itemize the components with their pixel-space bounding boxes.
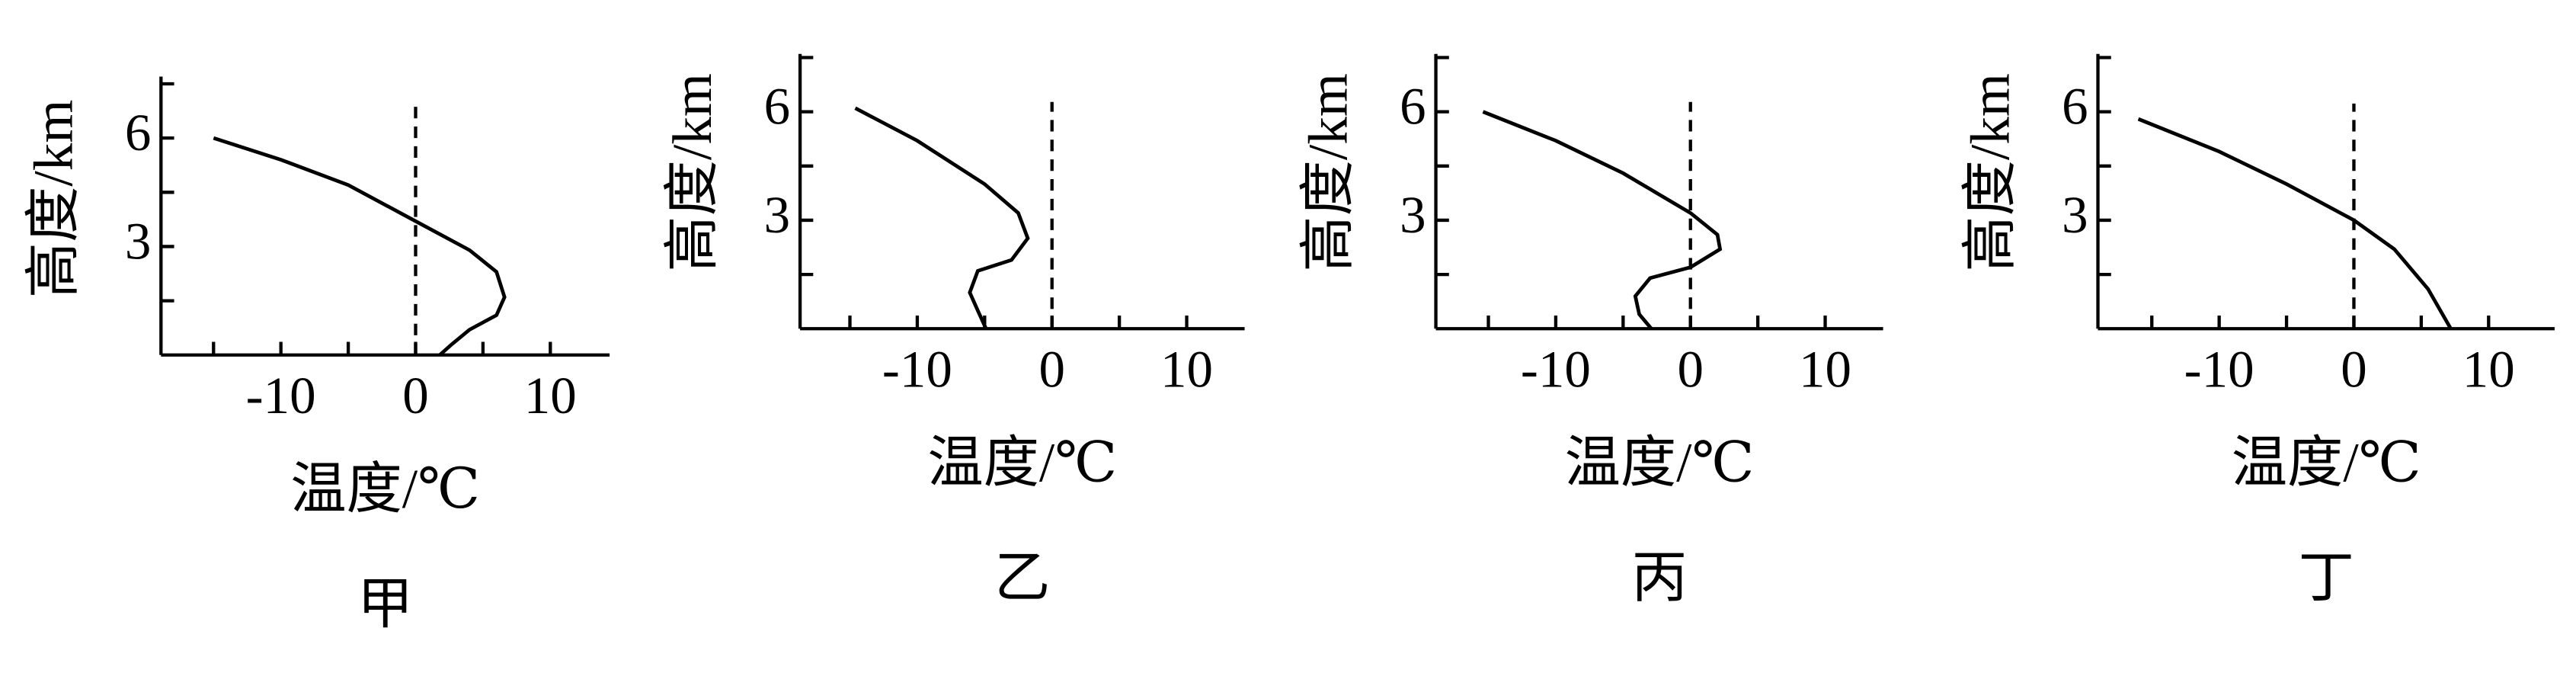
y-axis-label: 高度/km <box>22 100 84 299</box>
chart-caption: 乙 <box>994 546 1050 608</box>
x-tick-label: 10 <box>524 367 577 425</box>
profile-line <box>1482 110 1723 330</box>
y-tick-label: 3 <box>2062 186 2088 244</box>
x-axis-label: 温度/℃ <box>2232 431 2421 493</box>
y-tick-label: 6 <box>2062 77 2088 135</box>
y-tick-label: 6 <box>764 77 791 135</box>
chart-caption: 丙 <box>1631 546 1687 608</box>
x-tick-label: 10 <box>1160 340 1213 398</box>
x-tick-label: -10 <box>2184 340 2254 398</box>
x-axis-label: 温度/℃ <box>1565 431 1755 493</box>
y-axis-label: 高度/km <box>1960 73 2021 272</box>
chart-caption: 甲 <box>357 573 413 635</box>
x-axis-label: 温度/℃ <box>290 458 480 520</box>
x-tick-label: 0 <box>2341 340 2367 398</box>
profile-line <box>213 136 507 357</box>
x-tick-label: 10 <box>2462 340 2515 398</box>
profile-line <box>2137 117 2453 330</box>
chart-caption: 丁 <box>2299 546 2354 608</box>
x-tick-label: -10 <box>882 340 952 398</box>
x-tick-label: 0 <box>402 367 429 425</box>
y-tick-label: 3 <box>1400 186 1426 244</box>
y-axis-label: 高度/km <box>661 73 723 272</box>
profile-line <box>854 106 1030 330</box>
x-tick-label: -10 <box>246 367 316 425</box>
x-tick-label: 0 <box>1038 340 1065 398</box>
y-tick-label: 6 <box>1400 77 1426 135</box>
x-tick-label: 0 <box>1677 340 1704 398</box>
y-tick-label: 3 <box>125 212 152 270</box>
y-axis-label: 高度/km <box>1298 73 1359 272</box>
x-tick-label: 10 <box>1799 340 1851 398</box>
x-tick-label: -10 <box>1521 340 1591 398</box>
x-axis-label: 温度/℃ <box>927 431 1117 493</box>
y-tick-label: 3 <box>764 186 791 244</box>
y-tick-label: 6 <box>125 104 152 162</box>
